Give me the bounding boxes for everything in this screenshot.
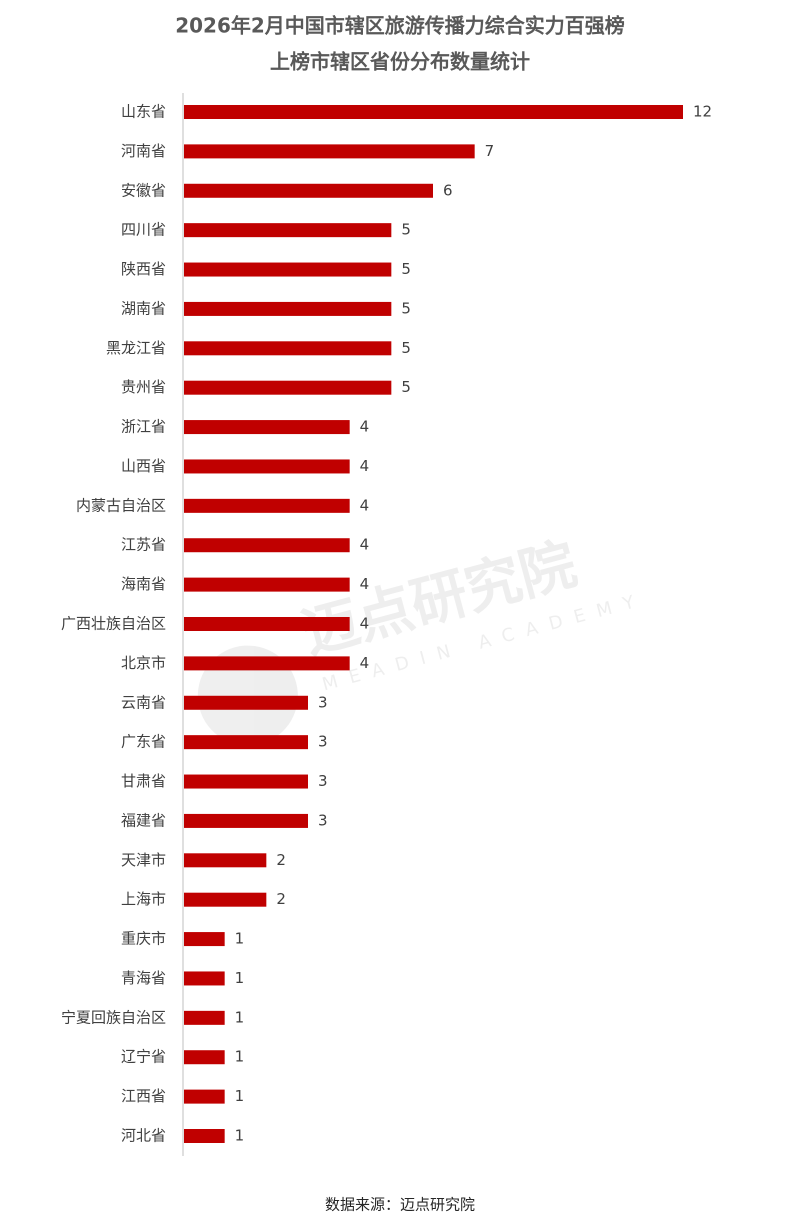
chart-subtitle: 上榜市辖区省份分布数量统计 <box>270 50 530 74</box>
bar <box>184 538 350 553</box>
value-label: 3 <box>318 733 328 751</box>
value-label: 2 <box>276 851 286 869</box>
bar <box>184 459 350 474</box>
value-label: 1 <box>235 930 245 948</box>
chart-title: 2026年2月中国市辖区旅游传播力综合实力百强榜 <box>175 14 625 38</box>
category-label: 江西省 <box>121 1087 166 1105</box>
category-label: 青海省 <box>121 969 166 987</box>
value-label: 4 <box>360 575 370 593</box>
category-label: 广东省 <box>121 733 166 751</box>
value-label: 1 <box>235 1127 245 1145</box>
bar <box>184 1129 225 1143</box>
category-label: 广西壮族自治区 <box>61 615 166 633</box>
category-label: 海南省 <box>121 575 166 593</box>
bar <box>184 380 392 395</box>
value-label: 6 <box>443 181 453 199</box>
value-label: 4 <box>360 654 370 672</box>
bar <box>184 617 350 631</box>
value-label: 7 <box>485 142 495 160</box>
source-note: 数据来源：迈点研究院 <box>325 1196 475 1214</box>
value-label: 3 <box>318 772 328 790</box>
category-label: 山西省 <box>121 457 166 475</box>
category-label: 天津市 <box>121 851 166 869</box>
category-label: 上海市 <box>121 890 166 908</box>
category-label: 陕西省 <box>121 260 166 278</box>
category-label: 云南省 <box>121 693 166 711</box>
category-label: 宁夏回族自治区 <box>61 1008 166 1026</box>
value-label: 5 <box>401 339 411 357</box>
bar <box>184 183 433 198</box>
bar <box>184 420 350 435</box>
value-label: 4 <box>360 536 370 554</box>
bar <box>184 498 350 513</box>
category-label: 内蒙古自治区 <box>76 496 166 514</box>
bar <box>184 774 308 789</box>
bar <box>184 577 350 592</box>
value-label: 5 <box>401 221 411 239</box>
bar <box>184 656 350 671</box>
value-label: 1 <box>235 1087 245 1105</box>
bar <box>184 1089 225 1104</box>
bar <box>184 1010 225 1025</box>
bar <box>184 301 392 316</box>
watermark-logo <box>197 645 298 746</box>
category-label: 河北省 <box>121 1127 166 1145</box>
bar <box>184 932 225 947</box>
category-label: 甘肃省 <box>121 772 166 790</box>
value-label: 1 <box>235 969 245 987</box>
value-label: 3 <box>318 811 328 829</box>
bar <box>184 813 308 828</box>
category-label: 北京市 <box>121 654 166 672</box>
bar <box>184 1050 225 1065</box>
bar <box>184 144 475 159</box>
category-label: 福建省 <box>121 811 166 829</box>
bar <box>184 262 392 277</box>
value-label: 5 <box>401 378 411 396</box>
value-label: 2 <box>276 890 286 908</box>
category-label: 安徽省 <box>121 181 166 199</box>
value-label: 1 <box>235 1008 245 1026</box>
value-label: 4 <box>360 615 370 633</box>
category-label: 河南省 <box>121 142 166 160</box>
value-label: 4 <box>360 457 370 475</box>
category-label: 浙江省 <box>121 418 166 436</box>
category-label: 江苏省 <box>121 536 166 554</box>
value-label: 5 <box>401 260 411 278</box>
value-label: 1 <box>235 1048 245 1066</box>
bar <box>184 892 267 907</box>
category-label: 山东省 <box>121 103 166 121</box>
value-label: 3 <box>318 693 328 711</box>
category-label: 湖南省 <box>121 299 166 317</box>
category-label: 四川省 <box>121 221 166 239</box>
category-label: 辽宁省 <box>121 1048 166 1066</box>
value-label: 5 <box>401 299 411 317</box>
value-label: 12 <box>693 103 712 121</box>
value-label: 4 <box>360 418 370 436</box>
category-label: 重庆市 <box>121 930 166 948</box>
bar <box>184 971 225 986</box>
category-label: 贵州省 <box>121 378 166 396</box>
bar <box>184 853 267 868</box>
bar <box>184 105 683 119</box>
value-label: 4 <box>360 496 370 514</box>
bar <box>184 223 392 238</box>
bar <box>184 695 308 710</box>
category-label: 黑龙江省 <box>106 339 166 357</box>
bar <box>184 341 392 356</box>
bar <box>184 735 308 750</box>
watermark: 迈点研究院 MEADIN ACADEMY <box>197 532 648 746</box>
